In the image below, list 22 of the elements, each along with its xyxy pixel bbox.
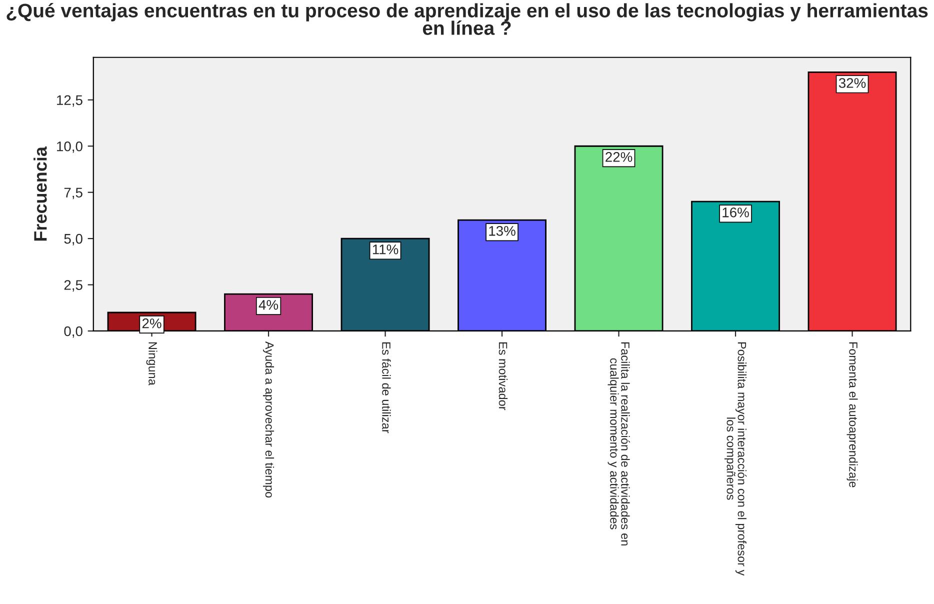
y-tick-label: 10,0: [57, 141, 82, 153]
y-tick-label: 5,0: [64, 234, 82, 246]
annotation: 32%: [838, 78, 866, 88]
annotation: 13%: [489, 226, 516, 236]
x-tick-label: Es fácil de utilizar: [382, 342, 391, 434]
annotation: 16%: [722, 208, 749, 218]
annotation: 11%: [372, 244, 398, 254]
y-tick-label: 2,5: [64, 280, 82, 292]
y-tick-label: 0,0: [64, 326, 82, 338]
y-axis-title: Frecuencia: [34, 146, 47, 241]
annotation: 22%: [606, 152, 632, 162]
x-tick-label: Ninguna: [146, 342, 158, 386]
y-tick-label: 12,5: [57, 95, 82, 107]
chart-title: ¿Qué ventajas encuentras en tu proceso de aprendizaje en el uso de las tecnologias y herramientas en línea ?: [6, 3, 928, 35]
annotation: 2%: [142, 318, 162, 328]
x-tick-label: Es motivador: [498, 342, 508, 410]
x-tick-label: Fomenta el autoaprendizaje: [846, 342, 858, 488]
x-tick-label: Ayuda a aprovechar el tiempo: [263, 341, 274, 498]
y-tick-label: 7,5: [64, 188, 82, 200]
x-tick-label: Facilita la realización de actividades en cualquier momento y actividades: [608, 342, 630, 546]
x-tick-label: Posibilita mayor interacción con el profesor y los compañeros: [724, 342, 747, 576]
annotation: 4%: [258, 300, 278, 310]
